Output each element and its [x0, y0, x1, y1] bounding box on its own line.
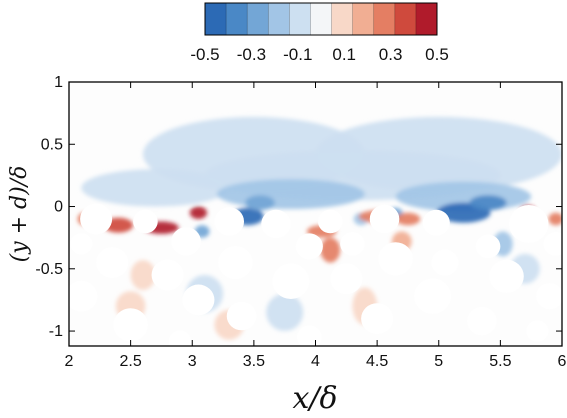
plot-area: 2 2.5 3 3.5 4 4.5 5 5.5 6 -1 -0.5 0 0.5 1: [35, 74, 567, 370]
x-axis-label: x/δ: [292, 381, 337, 416]
field-region: [266, 293, 304, 332]
particle: [543, 232, 562, 256]
colorbar-level: [226, 3, 248, 35]
particle: [133, 209, 158, 234]
particle: [80, 203, 113, 235]
particle: [96, 247, 129, 278]
particle: [369, 204, 400, 234]
particle: [218, 246, 253, 280]
field-region: [469, 195, 507, 211]
particle: [330, 263, 363, 295]
colorbar-level: [268, 3, 290, 35]
field-region: [548, 212, 562, 226]
colorbar-level: [205, 3, 227, 35]
particle: [526, 320, 549, 342]
y-tick-label: -1: [49, 323, 63, 340]
particle: [272, 263, 310, 299]
colorbar-level: [352, 3, 375, 35]
particle: [317, 209, 343, 234]
colorbar-tick-label: -0.5: [190, 45, 219, 64]
field-region: [189, 206, 208, 219]
field-region: [130, 260, 156, 290]
particle: [70, 233, 93, 255]
y-tick-label: 0.5: [41, 136, 63, 153]
x-tick-label: 5: [434, 353, 443, 370]
colorbar-level: [247, 3, 269, 35]
x-tick-label: 2.5: [120, 353, 142, 370]
particle: [261, 209, 291, 239]
particle: [475, 234, 501, 259]
colorbar-frame: [204, 2, 438, 36]
particle: [69, 280, 98, 312]
colorbar-level: [373, 3, 396, 35]
colorbar-tick-label: -0.1: [283, 45, 312, 64]
particle: [340, 232, 365, 256]
field-region: [216, 179, 365, 210]
particle: [422, 209, 450, 236]
colorbar-tick-label: 0.5: [425, 45, 449, 64]
colorbar-level: [289, 3, 311, 35]
particle: [182, 284, 215, 316]
colorbar-level: [331, 3, 354, 35]
particle: [168, 330, 192, 346]
colorbar-tick-label: -0.3: [237, 45, 266, 64]
particle: [113, 308, 148, 342]
field-region: [395, 212, 421, 226]
x-tick-label: 4.5: [366, 353, 388, 370]
field-region: [245, 195, 275, 211]
particle: [214, 207, 245, 236]
particle: [295, 233, 323, 260]
x-tick-label: 2: [65, 353, 74, 370]
field-region: [81, 169, 230, 207]
colorbar-level: [394, 3, 417, 35]
particle: [431, 249, 459, 276]
field-region: [320, 237, 341, 263]
particle: [536, 283, 562, 310]
particle: [509, 205, 549, 243]
colorbar-level: [310, 3, 332, 35]
particle: [151, 259, 184, 291]
x-tick-label: 6: [558, 353, 567, 370]
y-tick-label: -0.5: [35, 261, 63, 278]
x-tick-label: 4: [311, 353, 320, 370]
particle: [467, 306, 497, 336]
particle: [361, 303, 394, 334]
y-tick-label: 0: [54, 199, 63, 216]
particle: [414, 278, 452, 314]
colorbar: -0.5 -0.3 -0.1 0.1 0.3 0.5: [190, 2, 449, 64]
colorbar-level: [415, 3, 438, 35]
x-tick-label: 3: [188, 353, 197, 370]
particle: [226, 301, 257, 331]
y-tick-label: 1: [54, 74, 63, 91]
particle: [378, 242, 413, 276]
y-axis-label: (y + d)/δ: [7, 166, 32, 263]
particle: [489, 259, 524, 293]
colorbar-tick-label: 0.3: [379, 45, 403, 64]
x-tick-label: 3.5: [243, 353, 265, 370]
x-tick-label: 5.5: [489, 353, 511, 370]
particle: [171, 227, 201, 256]
colorbar-tick-label: 0.1: [332, 45, 356, 64]
